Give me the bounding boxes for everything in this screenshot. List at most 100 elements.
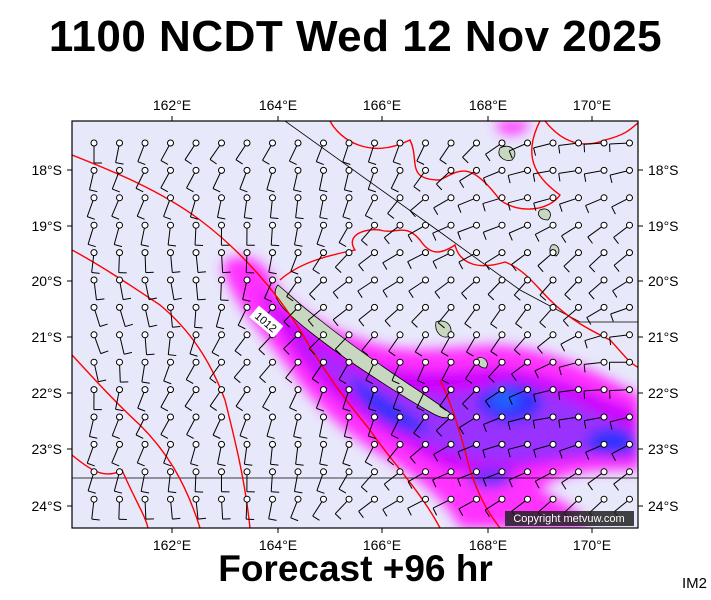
wind-station — [218, 386, 225, 394]
wind-station — [116, 276, 123, 284]
wind-barb-flag — [368, 408, 377, 412]
copyright-badge: Copyright metvuw.com — [505, 511, 634, 526]
wind-station — [320, 139, 327, 147]
wind-barb-flag — [89, 435, 98, 439]
wind-barb-flag — [308, 348, 316, 355]
wind-station — [600, 194, 608, 202]
wind-barb-flag — [438, 322, 445, 329]
wind-barb-flag — [507, 421, 511, 430]
wind-station — [600, 221, 608, 229]
wind-station — [218, 166, 225, 174]
wind-barb-flag — [462, 403, 469, 410]
wind-barb-flag — [239, 435, 248, 440]
wind-station — [549, 276, 557, 284]
image-tag: IM2 — [681, 575, 707, 592]
wind-station — [396, 276, 404, 284]
wind-barb-flag — [285, 377, 293, 384]
wind-barb-flag — [89, 189, 98, 193]
wind-station — [473, 495, 480, 503]
wind-station — [447, 440, 455, 448]
wind-station — [473, 303, 480, 311]
wind-station — [473, 194, 480, 202]
wind-station — [626, 166, 633, 174]
wind-station — [498, 358, 506, 366]
wind-station — [269, 139, 276, 147]
wind-barb-flag — [508, 232, 513, 241]
wind-barb-flag — [316, 407, 325, 412]
wind-barb-flag — [409, 210, 416, 218]
wind-barb-flag — [312, 515, 320, 521]
wind-station — [549, 249, 557, 257]
wind-station — [243, 358, 251, 366]
wind-barb-flag — [237, 324, 246, 330]
wind-station — [218, 358, 225, 366]
wind-barb-flag — [482, 424, 487, 433]
wind-station — [269, 194, 276, 202]
wind-station — [600, 331, 608, 339]
vanuatu-island-2 — [538, 208, 551, 221]
wind-station — [167, 331, 174, 339]
wind-barb-flag — [413, 432, 421, 439]
wind-barb-flag — [613, 483, 619, 491]
wind-station — [473, 331, 480, 339]
wind-barb-flag — [560, 343, 566, 352]
wind-station — [167, 194, 174, 202]
wind-station — [371, 166, 378, 174]
wind-station — [447, 468, 455, 476]
wind-station — [575, 358, 582, 366]
wind-station — [218, 139, 225, 147]
wind-station — [524, 303, 531, 311]
wind-barb-flag — [613, 265, 620, 272]
wind-station — [243, 495, 251, 503]
svg-text:18°S: 18°S — [648, 162, 679, 178]
longitude-labels-bottom: 162°E 164°E 166°E 168°E 170°E — [153, 537, 611, 553]
wind-barb-flag — [457, 451, 462, 460]
wind-barb-flag — [462, 156, 469, 164]
wind-barb-flag — [459, 180, 465, 189]
wind-station — [473, 468, 480, 476]
wind-station — [575, 303, 582, 311]
wind-barb-flag — [432, 507, 438, 516]
wind-station — [371, 358, 378, 366]
wind-station — [371, 331, 378, 339]
wind-barb-flag — [507, 175, 511, 184]
wind-station — [269, 495, 276, 503]
wind-barb-flag — [513, 349, 521, 356]
wind-barb-flag — [417, 380, 425, 385]
wind-barb-flag — [137, 407, 146, 412]
wind-station — [116, 413, 123, 421]
wind-barb-flag — [141, 381, 150, 384]
wind-barb-flag — [87, 490, 96, 494]
wind-station — [90, 468, 98, 476]
wind-station — [396, 331, 404, 339]
wind-station — [269, 413, 276, 421]
wind-station — [269, 221, 276, 229]
wind-station — [549, 331, 557, 339]
wind-barb-flag — [135, 187, 144, 193]
wind-barb-flag — [391, 187, 399, 193]
wind-barb-flag — [382, 262, 388, 270]
wind-station — [575, 139, 582, 147]
wind-barb-flag — [358, 264, 364, 272]
wind-station — [269, 468, 276, 476]
wind-station — [447, 249, 455, 257]
wind-barb-flag — [611, 206, 616, 215]
wind-station — [396, 495, 404, 503]
wind-station — [549, 495, 557, 503]
wind-barbs — [86, 139, 633, 522]
wind-station — [626, 468, 633, 476]
wind-station — [167, 386, 174, 394]
wind-barb-flag — [432, 479, 437, 488]
wind-barb-flag — [416, 160, 425, 165]
wind-barb-flag — [532, 173, 536, 182]
wind-barb-flag — [295, 463, 304, 466]
wind-barb-flag — [235, 159, 243, 165]
wind-station — [243, 249, 251, 257]
wind-station — [524, 440, 531, 448]
wind-station — [422, 331, 429, 339]
wind-barb-flag — [485, 153, 491, 162]
wind-barb-flag — [392, 161, 401, 166]
wind-station — [345, 358, 353, 366]
wind-barb-flag — [148, 297, 157, 301]
